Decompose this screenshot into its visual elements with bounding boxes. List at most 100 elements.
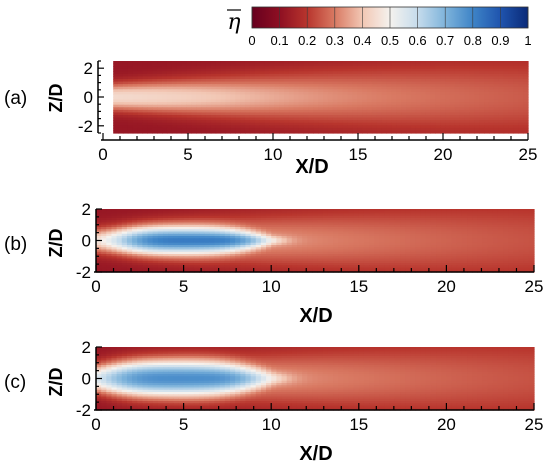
heatmap-cell <box>348 220 355 224</box>
heatmap-cell <box>209 254 216 257</box>
heatmap-cell <box>348 209 355 212</box>
heatmap-cell <box>235 347 241 350</box>
heatmap-plot-c: 0 5 10 15 20 25-202 <box>76 338 544 434</box>
heatmap-cell <box>338 227 344 230</box>
heatmap-cell <box>137 117 144 121</box>
heatmap-cell <box>235 86 241 90</box>
heatmap-cell <box>396 86 402 90</box>
heatmap-cell <box>464 76 471 80</box>
heatmap-cell <box>204 220 210 224</box>
heatmap-cell <box>240 231 247 235</box>
heatmap-cell <box>352 102 358 106</box>
heatmap-cell <box>405 242 411 246</box>
heatmap-cell <box>264 86 270 90</box>
heatmap-cell <box>201 89 207 93</box>
heatmap-cell <box>472 269 478 273</box>
heatmap-cell <box>405 249 411 253</box>
heatmap-cell <box>440 125 446 129</box>
heatmap-cell <box>482 229 489 233</box>
heatmap-cell <box>420 79 427 83</box>
heatmap-cell <box>157 215 164 219</box>
heatmap-cell <box>284 99 290 103</box>
heatmap-cell <box>266 211 272 215</box>
heatmap-cell <box>296 258 303 262</box>
heatmap-cell <box>454 122 461 126</box>
heatmap-cell <box>183 265 190 269</box>
heatmap-cell <box>493 99 500 103</box>
heatmap-cell <box>461 240 468 244</box>
heatmap-cell <box>199 265 205 269</box>
heatmap-cell <box>381 94 388 98</box>
heatmap-cell <box>147 125 153 129</box>
heatmap-cell <box>347 63 353 67</box>
heatmap-cell <box>425 84 431 88</box>
heatmap-cell <box>209 263 216 266</box>
heatmap-cell <box>291 233 298 237</box>
heatmap-cell <box>371 120 378 124</box>
heatmap-cell <box>467 256 473 260</box>
heatmap-cell <box>487 247 494 251</box>
heatmap-cell <box>425 233 432 237</box>
heatmap-cell <box>342 91 349 96</box>
heatmap-cell <box>461 222 468 226</box>
heatmap-cell <box>296 231 303 235</box>
heatmap-cell <box>338 240 344 244</box>
heatmap-cell <box>333 267 339 271</box>
heatmap-cell <box>420 260 427 264</box>
heatmap-cell <box>291 251 298 255</box>
heatmap-cell <box>425 122 431 126</box>
heatmap-cell <box>322 269 329 273</box>
heatmap-cell <box>193 245 200 248</box>
heatmap-cell <box>401 84 407 88</box>
heatmap-cell <box>523 94 529 98</box>
heatmap-cell <box>116 256 123 260</box>
heatmap-cell <box>513 229 520 233</box>
heatmap-cell <box>366 66 373 70</box>
heatmap-cell <box>449 81 456 85</box>
colorbar-tick-label: 0.2 <box>298 33 316 48</box>
heatmap-cell <box>459 112 466 116</box>
heatmap-cell <box>528 260 535 264</box>
heatmap-cell <box>508 256 514 260</box>
heatmap-cell <box>327 89 334 93</box>
heatmap-cell <box>430 63 436 67</box>
heatmap-cell <box>279 120 285 124</box>
heatmap-cell <box>152 258 159 262</box>
heatmap-cell <box>353 260 360 264</box>
heatmap-cell <box>518 73 524 78</box>
heatmap-cell <box>376 66 383 70</box>
heatmap-cell <box>244 66 251 70</box>
heatmap-cell <box>162 94 168 98</box>
heatmap-cell <box>229 209 236 212</box>
heatmap-cell <box>162 99 168 103</box>
heatmap-cell <box>264 107 270 111</box>
heatmap-cell <box>168 231 174 235</box>
heatmap-cell <box>358 256 365 260</box>
heatmap-cell <box>348 260 355 264</box>
heatmap-cell <box>118 99 124 103</box>
heatmap-cell <box>132 127 139 132</box>
heatmap-cell <box>266 249 272 253</box>
heatmap-cell <box>362 91 368 96</box>
heatmap-cell <box>132 112 139 116</box>
heatmap-cell <box>446 227 453 230</box>
heatmap-cell <box>405 224 411 228</box>
heatmap-cell <box>523 102 529 106</box>
heatmap-cell <box>374 227 381 230</box>
heatmap-cell <box>528 251 535 255</box>
heatmap-cell <box>260 222 267 226</box>
heatmap-cell <box>420 209 427 212</box>
heatmap-cell <box>381 91 388 96</box>
heatmap-cell <box>498 104 505 108</box>
heatmap-cell <box>449 86 456 90</box>
heatmap-cell <box>333 269 339 273</box>
heatmap-cell <box>224 249 231 253</box>
heatmap-cell <box>96 213 102 217</box>
heatmap-cell <box>229 229 236 233</box>
heatmap-cell <box>168 222 174 226</box>
heatmap-cell <box>353 242 360 246</box>
heatmap-cell <box>298 122 305 126</box>
heatmap-cell <box>224 251 231 255</box>
heatmap-cell <box>430 347 437 350</box>
heatmap-cell <box>186 99 192 103</box>
